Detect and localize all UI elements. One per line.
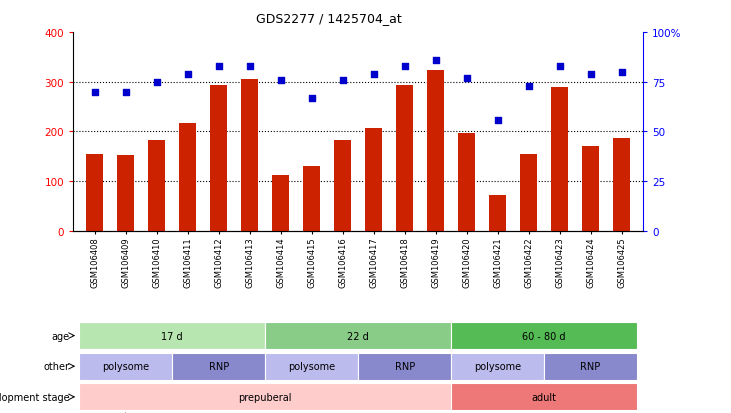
Text: RNP: RNP	[580, 361, 601, 371]
Bar	[79, 353, 173, 380]
Text: polysome: polysome	[474, 361, 521, 371]
Point	[554, 64, 566, 70]
Point	[430, 57, 442, 64]
Bar	[272, 176, 289, 231]
Point	[368, 71, 379, 78]
Bar	[117, 156, 135, 231]
Text: 17 d: 17 d	[162, 331, 183, 341]
Bar	[265, 323, 451, 349]
Point	[306, 95, 317, 102]
Text: 60 - 80 d: 60 - 80 d	[523, 331, 566, 341]
Text: prepuberal: prepuberal	[238, 392, 292, 402]
Text: RNP: RNP	[395, 361, 414, 371]
Bar	[451, 353, 544, 380]
Point	[461, 75, 472, 82]
Point	[337, 77, 349, 84]
Point	[89, 89, 101, 96]
Bar	[86, 154, 103, 231]
Bar	[211, 86, 227, 231]
Bar	[366, 129, 382, 231]
Text: development stage: development stage	[0, 392, 69, 402]
Bar	[265, 353, 358, 380]
Bar	[544, 353, 637, 380]
Bar	[582, 147, 599, 231]
Bar	[427, 71, 444, 231]
Bar	[396, 86, 413, 231]
Point	[275, 77, 287, 84]
Bar	[334, 140, 351, 231]
Bar	[520, 154, 537, 231]
Point	[616, 69, 627, 76]
Text: other: other	[43, 361, 69, 371]
Bar	[79, 384, 451, 410]
Text: RNP: RNP	[208, 361, 229, 371]
Bar	[358, 353, 451, 380]
Point	[120, 89, 132, 96]
Point	[213, 64, 224, 70]
Bar	[451, 323, 637, 349]
Bar	[79, 323, 265, 349]
Bar	[303, 167, 320, 231]
Text: polysome: polysome	[102, 361, 149, 371]
Text: ■ count: ■ count	[88, 411, 128, 413]
Bar	[551, 88, 568, 231]
Point	[523, 83, 534, 90]
Point	[151, 79, 162, 86]
Text: 22 d: 22 d	[347, 331, 369, 341]
Bar	[241, 80, 258, 231]
Bar	[613, 139, 630, 231]
Bar	[179, 123, 197, 231]
Text: polysome: polysome	[288, 361, 336, 371]
Bar	[489, 196, 506, 231]
Bar	[148, 140, 165, 231]
Point	[492, 117, 504, 123]
Bar	[173, 353, 265, 380]
Point	[399, 64, 411, 70]
Bar	[451, 384, 637, 410]
Point	[585, 71, 596, 78]
Point	[244, 64, 256, 70]
Bar	[458, 134, 475, 231]
Point	[182, 71, 194, 78]
Text: age: age	[51, 331, 69, 341]
Text: GDS2277 / 1425704_at: GDS2277 / 1425704_at	[256, 12, 402, 25]
Text: adult: adult	[531, 392, 556, 402]
